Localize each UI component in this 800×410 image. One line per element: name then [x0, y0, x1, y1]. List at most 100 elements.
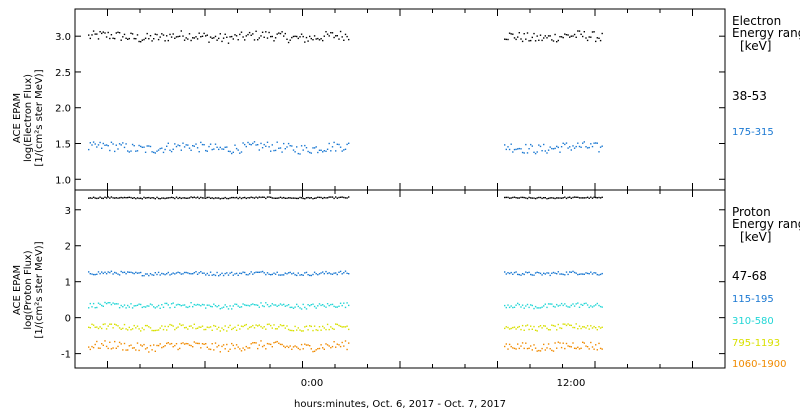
proton-point-47-68 — [523, 196, 525, 199]
proton-point-795-1193 — [216, 328, 218, 330]
proton-point-310-580 — [101, 304, 103, 307]
electron-point-175-315 — [130, 150, 132, 152]
electron-point-38-53 — [120, 39, 122, 41]
proton-point-310-580 — [543, 305, 545, 307]
proton-point-115-195 — [92, 273, 95, 276]
proton-point-795-1193 — [552, 324, 555, 327]
electron-point-175-315 — [517, 148, 519, 150]
electron-point-38-53 — [123, 33, 126, 36]
proton-point-47-68 — [536, 197, 538, 199]
electron-point-38-53 — [110, 34, 113, 36]
x-axis-ticks — [74, 9, 726, 368]
proton-point-47-68 — [569, 196, 571, 198]
electron-point-38-53 — [128, 37, 130, 40]
electron-point-175-315 — [317, 151, 319, 154]
proton-point-795-1193 — [201, 325, 204, 327]
electron-point-175-315 — [596, 142, 598, 144]
proton-point-795-1193 — [346, 325, 348, 327]
proton-point-310-580 — [260, 302, 262, 304]
proton-point-47-68 — [138, 197, 140, 200]
proton-point-1060-1900 — [109, 341, 111, 343]
electron-point-38-53 — [88, 34, 90, 36]
proton-point-47-68 — [187, 197, 189, 199]
proton-point-115-195 — [104, 271, 106, 273]
electron-point-38-53 — [157, 38, 160, 41]
proton-point-310-580 — [318, 303, 321, 305]
proton-point-795-1193 — [101, 327, 103, 330]
proton-point-47-68 — [203, 197, 205, 199]
proton-point-310-580 — [567, 306, 569, 308]
electron-point-175-315 — [575, 145, 577, 148]
electron-point-175-315 — [268, 146, 270, 148]
proton-point-795-1193 — [534, 329, 537, 331]
proton-point-310-580 — [305, 308, 308, 310]
electron-point-38-53 — [279, 32, 282, 35]
proton-point-115-195 — [560, 273, 563, 275]
proton-point-115-195 — [567, 273, 569, 276]
proton-point-47-68 — [156, 196, 158, 199]
proton-point-1060-1900 — [302, 348, 304, 350]
proton-point-115-195 — [226, 272, 228, 274]
proton-point-115-195 — [505, 273, 507, 275]
proton-point-115-195 — [157, 271, 160, 274]
electron-point-175-315 — [247, 141, 249, 144]
proton-point-795-1193 — [273, 324, 275, 326]
electron-point-38-53 — [138, 40, 140, 43]
electron-point-175-315 — [313, 147, 316, 149]
proton-point-115-195 — [286, 273, 288, 275]
proton-point-1060-1900 — [170, 342, 173, 345]
electron-point-175-315 — [122, 142, 124, 144]
proton-point-47-68 — [206, 196, 208, 199]
electron-point-175-315 — [289, 145, 291, 147]
proton-point-47-68 — [92, 196, 95, 198]
proton-point-115-195 — [261, 270, 264, 273]
electron-point-38-53 — [196, 38, 199, 40]
proton-point-310-580 — [118, 307, 121, 309]
electron-point-38-53 — [96, 33, 98, 35]
electron-point-175-315 — [252, 142, 254, 145]
proton-point-795-1193 — [312, 329, 314, 332]
proton-point-310-580 — [331, 303, 334, 306]
proton-point-795-1193 — [89, 327, 91, 329]
proton-point-47-68 — [94, 197, 96, 199]
electron-point-175-315 — [206, 150, 208, 152]
proton-point-47-68 — [526, 197, 529, 200]
proton-point-310-580 — [546, 306, 548, 309]
proton-point-1060-1900 — [149, 344, 152, 347]
proton-point-115-195 — [292, 272, 295, 274]
electron-point-38-53 — [153, 38, 155, 40]
proton-point-47-68 — [546, 198, 548, 200]
proton-point-795-1193 — [530, 325, 532, 327]
proton-point-47-68 — [580, 197, 582, 199]
proton-point-47-68 — [276, 197, 278, 199]
proton-point-1060-1900 — [338, 344, 340, 346]
electron-point-175-315 — [229, 150, 231, 153]
proton-point-795-1193 — [195, 327, 197, 330]
proton-point-1060-1900 — [188, 344, 191, 346]
proton-point-310-580 — [190, 302, 192, 304]
proton-point-1060-1900 — [317, 348, 319, 350]
proton-point-310-580 — [219, 308, 221, 310]
electron-point-175-315 — [533, 151, 535, 153]
electron-point-175-315 — [263, 143, 265, 146]
proton-point-1060-1900 — [92, 346, 95, 349]
proton-point-115-195 — [565, 271, 568, 273]
proton-point-115-195 — [504, 271, 506, 273]
proton-point-310-580 — [547, 303, 550, 305]
proton-point-1060-1900 — [562, 342, 564, 344]
proton-point-310-580 — [551, 303, 553, 305]
proton-point-1060-1900 — [541, 347, 543, 350]
proton-point-1060-1900 — [536, 350, 538, 352]
proton-point-795-1193 — [252, 324, 254, 327]
proton-point-1060-1900 — [110, 348, 113, 350]
proton-point-1060-1900 — [164, 345, 166, 347]
proton-point-1060-1900 — [510, 345, 512, 348]
proton-point-47-68 — [205, 197, 207, 199]
electron-point-38-53 — [525, 38, 527, 40]
proton-point-47-68 — [549, 197, 551, 199]
proton-point-1060-1900 — [570, 346, 572, 348]
proton-point-1060-1900 — [146, 347, 148, 349]
electron-point-38-53 — [232, 38, 234, 40]
proton-point-47-68 — [91, 197, 93, 199]
proton-point-115-195 — [130, 271, 132, 273]
